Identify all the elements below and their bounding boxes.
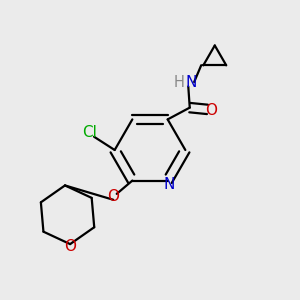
Text: O: O bbox=[205, 103, 217, 118]
Text: Cl: Cl bbox=[82, 125, 97, 140]
Text: O: O bbox=[107, 189, 119, 204]
Text: N: N bbox=[164, 177, 175, 192]
Text: O: O bbox=[64, 239, 76, 254]
Text: N: N bbox=[185, 74, 197, 89]
Text: H: H bbox=[174, 74, 185, 89]
